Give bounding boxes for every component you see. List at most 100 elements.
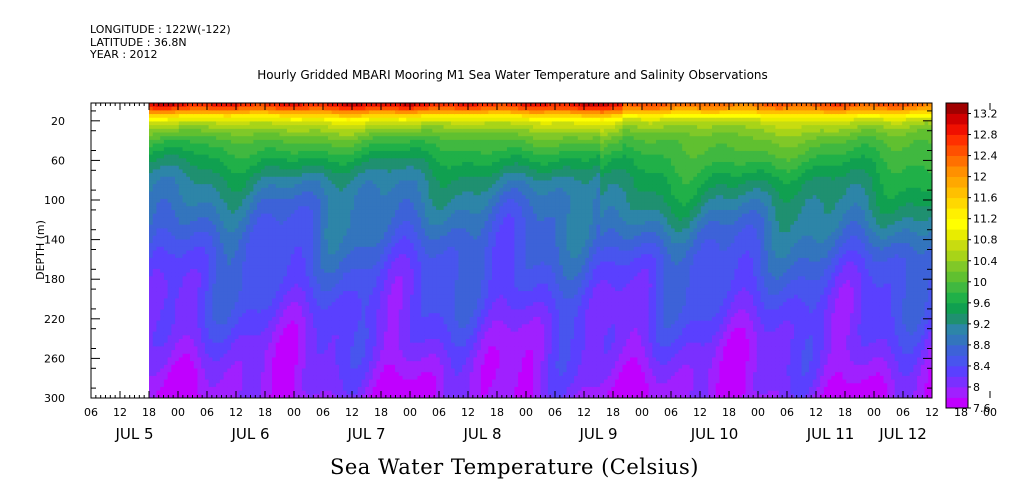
- x-hour-label: 18: [374, 406, 388, 419]
- colorbar-swatch: [946, 292, 968, 304]
- colorbar-swatch: [946, 355, 968, 367]
- colorbar-swatch: [946, 250, 968, 262]
- y-tick-label: 300: [44, 392, 65, 405]
- colorbar-swatch: [946, 134, 968, 146]
- y-tick-label: 20: [51, 115, 65, 128]
- x-hour-label: 00: [751, 406, 765, 419]
- x-hour-label: 00: [635, 406, 649, 419]
- colorbar-label: 12.4: [973, 150, 998, 163]
- x-hour-label: 18: [954, 406, 968, 419]
- colorbar-label: 7.6: [973, 402, 991, 415]
- colorbar-label: 10.8: [973, 234, 998, 247]
- colorbar-swatch: [946, 197, 968, 209]
- x-day-label: JUL 7: [346, 425, 385, 443]
- colorbar-swatch: [946, 365, 968, 377]
- x-hour-label: 00: [171, 406, 185, 419]
- y-tick-label: 100: [44, 194, 65, 207]
- x-hour-label: 18: [490, 406, 504, 419]
- x-day-label: JUL 10: [690, 425, 739, 443]
- x-hour-label: 18: [258, 406, 272, 419]
- colorbar-swatch: [946, 113, 968, 125]
- x-hour-label: 00: [519, 406, 533, 419]
- colorbar-swatch: [946, 260, 968, 272]
- chart-title: Hourly Gridded MBARI Mooring M1 Sea Wate…: [257, 68, 768, 82]
- colorbar-label: 9.6: [973, 297, 991, 310]
- colorbar-frame: [945, 102, 969, 409]
- colorbar-label: 12: [973, 171, 987, 184]
- y-tick-label: 60: [51, 154, 65, 167]
- x-hour-label: 06: [200, 406, 214, 419]
- colorbar-swatch: [946, 103, 968, 114]
- location-info: LONGITUDE : 122W(-122) LATITUDE : 36.8N YE…: [90, 23, 231, 62]
- colorbar-swatch: [946, 176, 968, 188]
- colorbar-label: 12.8: [973, 129, 998, 142]
- colorbar-label: 8: [973, 381, 980, 394]
- x-hour-label: 06: [316, 406, 330, 419]
- colorbar-swatch: [946, 281, 968, 293]
- y-tick-label: 140: [44, 234, 65, 247]
- axes: 20 60 100 140 180 220 260 300 06 12 18 00 06 12 18 00 06…: [44, 103, 997, 443]
- colorbar-swatch: [946, 124, 968, 135]
- x-hour-label: 12: [229, 406, 243, 419]
- colorbar-swatch: [946, 334, 968, 346]
- x-hour-label: 06: [896, 406, 910, 419]
- x-hour-label: 00: [287, 406, 301, 419]
- x-hour-label: 06: [84, 406, 98, 419]
- colorbar-swatch: [946, 155, 968, 167]
- x-hour-label: 12: [925, 406, 939, 419]
- x-hour-label: 12: [577, 406, 591, 419]
- colorbar-swatch: [946, 323, 968, 335]
- x-hour-label: 18: [606, 406, 620, 419]
- colorbar-swatch: [946, 239, 968, 251]
- x-hour-label: 00: [403, 406, 417, 419]
- x-day-label: JUL 9: [578, 425, 617, 443]
- colorbar-label: 13.2: [973, 108, 998, 121]
- x-hour-label: 12: [113, 406, 127, 419]
- colorbar-swatch: [946, 145, 968, 156]
- colorbar-label: 8.8: [973, 339, 991, 352]
- y-tick-label: 180: [44, 273, 65, 286]
- x-hour-label: 12: [461, 406, 475, 419]
- colorbar-swatch: [946, 208, 968, 220]
- colorbar-label: 8.4: [973, 360, 991, 373]
- longitude-text: LONGITUDE : 122W(-122): [90, 23, 231, 36]
- x-hour-label: 00: [867, 406, 881, 419]
- x-day-label: JUL 8: [462, 425, 501, 443]
- x-hour-label: 18: [838, 406, 852, 419]
- x-hour-label: 12: [693, 406, 707, 419]
- x-day-label: JUL 12: [878, 425, 927, 443]
- colorbar-swatch: [946, 376, 968, 388]
- colorbar-label: 11.2: [973, 213, 998, 226]
- x-hour-label: 18: [142, 406, 156, 419]
- colorbar-swatch: [946, 218, 968, 230]
- x-hour-label: 12: [809, 406, 823, 419]
- x-hour-label: 18: [722, 406, 736, 419]
- y-tick-label: 220: [44, 313, 65, 326]
- colorbar-label: 11.6: [973, 192, 998, 205]
- colorbar-label: 10.4: [973, 255, 998, 268]
- x-hour-label: 00: [983, 406, 997, 419]
- colorbar-swatch: [946, 271, 968, 283]
- y-axis-label: DEPTH (m): [34, 220, 47, 280]
- colorbar-label: 9.2: [973, 318, 991, 331]
- x-day-label: JUL 6: [230, 425, 269, 443]
- y-tick-label: 260: [44, 352, 65, 365]
- colorbar-swatch: [946, 187, 968, 199]
- x-hour-label: 06: [664, 406, 678, 419]
- year-text: YEAR : 2012: [90, 48, 158, 61]
- x-day-label: JUL 11: [806, 425, 855, 443]
- x-day-label: JUL 5: [114, 425, 153, 443]
- x-axis-title: Sea Water Temperature (Celsius): [329, 455, 699, 479]
- colorbar-swatch: [946, 229, 968, 241]
- latitude-text: LATITUDE : 36.8N: [90, 35, 187, 49]
- colorbar-swatch: [946, 386, 968, 398]
- colorbar: 13.2 12.8 12.4 12 11.6 11.2 10.8 10.4 10 9.6 9.2 8.…: [945, 102, 998, 415]
- x-hour-label: 06: [780, 406, 794, 419]
- colorbar-label: 10: [973, 276, 987, 289]
- colorbar-swatch: [946, 313, 968, 325]
- colorbar-swatch: [946, 302, 968, 314]
- x-hour-label: 12: [345, 406, 359, 419]
- x-hour-label: 06: [548, 406, 562, 419]
- heatmap-field: [149, 103, 932, 398]
